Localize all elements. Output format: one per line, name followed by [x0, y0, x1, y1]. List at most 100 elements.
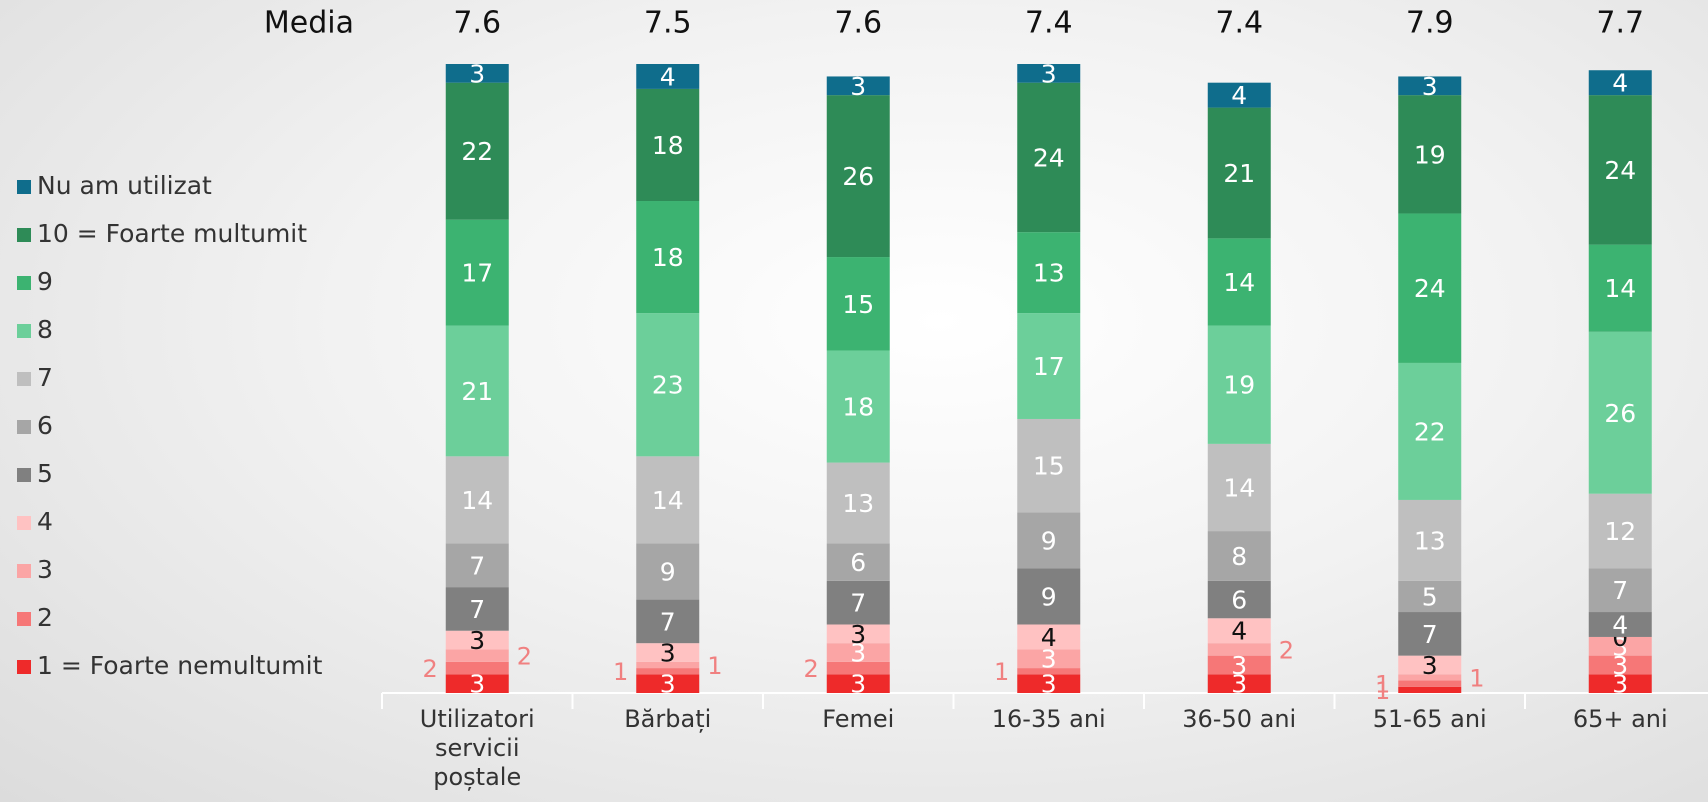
data-label: 3	[1231, 670, 1247, 699]
x-tick-label: Bărbați	[624, 705, 712, 733]
x-tick-label: 65+ ani	[1572, 705, 1668, 733]
bar-segment	[1207, 443, 1271, 532]
bar-segment	[826, 643, 890, 662]
legend-swatch	[17, 516, 31, 530]
data-label: 12	[1604, 517, 1636, 546]
bar-segment	[826, 95, 890, 258]
legend-swatch	[17, 660, 31, 674]
bar-segment	[1017, 418, 1081, 513]
legend-label: 3	[37, 555, 53, 584]
media-value: 7.6	[453, 6, 501, 41]
legend-label: 7	[37, 363, 53, 392]
legend-swatch	[17, 420, 31, 434]
bar-segment	[636, 643, 700, 662]
bar-segment	[1398, 612, 1462, 656]
bar-segment	[1588, 493, 1652, 569]
bar-segment	[1398, 95, 1462, 214]
bar-segment	[445, 587, 509, 631]
data-label: 18	[652, 243, 684, 272]
x-tick-label: 36-50 ani	[1182, 705, 1297, 733]
data-label: 7	[660, 607, 676, 636]
bar-segment	[1017, 512, 1081, 569]
data-label: 3	[1422, 72, 1438, 101]
data-label: 7	[1612, 576, 1628, 605]
bar-segment	[636, 201, 700, 314]
bar-segment	[445, 661, 509, 675]
bar-segment	[445, 543, 509, 588]
data-label: 13	[842, 489, 874, 518]
data-label: 1	[1375, 677, 1390, 705]
bar-segment	[1017, 232, 1081, 314]
bar-segment	[1207, 643, 1271, 656]
bar-segment	[826, 543, 890, 581]
data-label: 3	[469, 59, 485, 88]
data-label: 3	[850, 620, 866, 649]
data-label: 1	[1469, 664, 1484, 692]
data-label: 3	[1612, 651, 1628, 680]
data-label: 14	[652, 486, 684, 515]
bar-segment	[826, 624, 890, 644]
bar-segment	[1398, 499, 1462, 581]
bar-segment	[1207, 618, 1271, 644]
data-label: 4	[1612, 610, 1628, 639]
bar-segment	[1398, 674, 1462, 681]
bar-segment	[1017, 649, 1081, 669]
bar-segment	[445, 64, 509, 83]
data-label: 9	[1041, 526, 1057, 555]
bar-segment	[1398, 680, 1462, 687]
bar-segment	[445, 456, 509, 544]
bar-segment	[1017, 82, 1081, 233]
data-label: 4	[1612, 69, 1628, 98]
media-value: 7.4	[1025, 6, 1073, 41]
data-label: 24	[1604, 156, 1636, 185]
legend-label: 2	[37, 603, 53, 632]
bar-segment	[636, 64, 700, 89]
bar-segment	[826, 257, 890, 351]
bar-segment	[826, 661, 890, 675]
data-label: 3	[1041, 59, 1057, 88]
legend-swatch	[17, 180, 31, 194]
bar-segment	[1588, 655, 1652, 675]
data-label: 19	[1223, 371, 1255, 400]
data-label: 26	[1604, 399, 1636, 428]
bar-segment	[1017, 624, 1081, 650]
bar-segment	[636, 88, 700, 202]
data-label: 3	[1231, 651, 1247, 680]
bar-segment	[1207, 107, 1271, 239]
data-label: 14	[461, 486, 493, 515]
bar-segment	[1207, 655, 1271, 675]
data-label: 1	[994, 658, 1009, 686]
data-label: 3	[850, 670, 866, 699]
data-label: 7	[469, 595, 485, 624]
bar-segment	[1398, 655, 1462, 675]
data-label: 2	[803, 655, 818, 683]
data-label: 13	[1414, 526, 1446, 555]
legend-swatch	[17, 564, 31, 578]
media-value: 7.7	[1596, 6, 1644, 41]
bar-segment	[1207, 674, 1271, 693]
data-label: 9	[660, 558, 676, 587]
data-label: 15	[842, 290, 874, 319]
data-label: 1	[1375, 671, 1390, 699]
data-label: 22	[461, 137, 493, 166]
data-label: 5	[1422, 582, 1438, 611]
bar-segment	[1398, 686, 1462, 693]
legend-swatch	[17, 324, 31, 338]
bar-segment	[1207, 325, 1271, 444]
data-label: 26	[842, 162, 874, 191]
media-value: 7.9	[1406, 6, 1454, 41]
bar-segment	[636, 674, 700, 693]
bar-segment	[1588, 674, 1652, 693]
data-label: 2	[422, 655, 437, 683]
data-label: 19	[1414, 140, 1446, 169]
data-label: 3	[1422, 651, 1438, 680]
bar-segment	[826, 350, 890, 463]
data-label: 6	[1231, 586, 1247, 615]
bar-segment	[1588, 331, 1652, 494]
media-value: 7.6	[834, 6, 882, 41]
bar-segment	[1207, 580, 1271, 619]
bar-segment	[1017, 64, 1081, 83]
data-label: 3	[660, 670, 676, 699]
data-label: 17	[461, 259, 493, 288]
